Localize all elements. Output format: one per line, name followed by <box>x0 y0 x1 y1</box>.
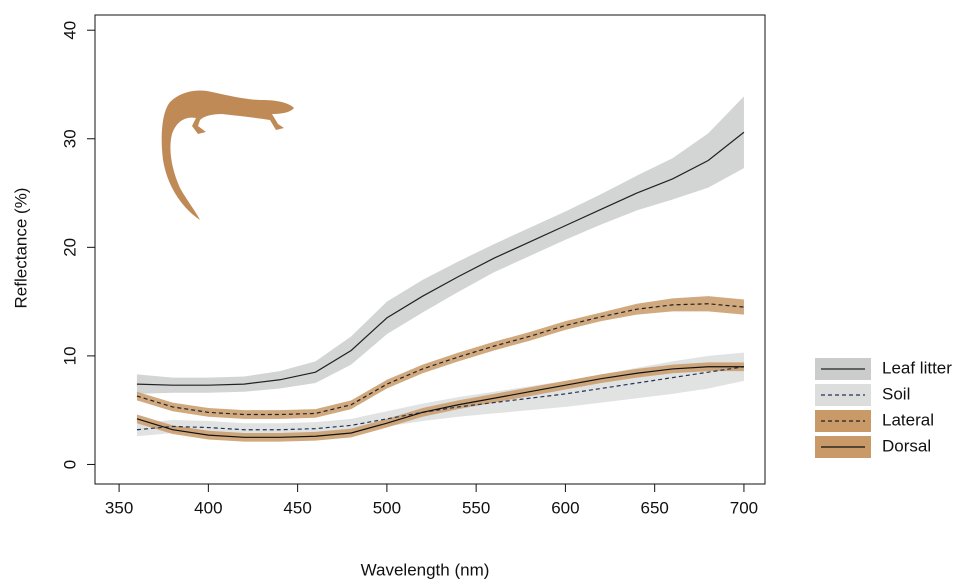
confidence-band <box>136 296 744 419</box>
x-tick-label: 400 <box>194 498 222 517</box>
confidence-band <box>136 352 744 437</box>
legend-label: Lateral <box>882 410 934 429</box>
x-tick-label: 350 <box>105 498 133 517</box>
x-axis-label: Wavelength (nm) <box>361 560 490 579</box>
confidence-band <box>136 362 744 442</box>
x-tick-label: 500 <box>373 498 401 517</box>
y-tick-label: 40 <box>60 21 79 40</box>
y-tick-label: 0 <box>60 460 79 469</box>
x-tick-label: 650 <box>640 498 668 517</box>
series-line <box>136 366 744 438</box>
y-tick-label: 20 <box>60 238 79 257</box>
series-line <box>136 131 745 386</box>
confidence-band <box>136 96 744 394</box>
lizard-silhouette <box>161 90 294 220</box>
x-tick-label: 700 <box>730 498 758 517</box>
x-tick-label: 550 <box>462 498 490 517</box>
x-tick-label: 600 <box>551 498 579 517</box>
legend-label: Soil <box>882 384 910 403</box>
series-line <box>136 303 744 416</box>
plot-frame <box>94 14 766 485</box>
legend-label: Leaf litter <box>882 358 952 377</box>
x-tick-label: 450 <box>283 498 311 517</box>
y-axis-label: Reflectance (%) <box>11 188 30 309</box>
legend-label: Dorsal <box>882 436 931 455</box>
y-tick-label: 10 <box>60 346 79 365</box>
series-line <box>136 366 745 431</box>
y-tick-label: 30 <box>60 129 79 148</box>
